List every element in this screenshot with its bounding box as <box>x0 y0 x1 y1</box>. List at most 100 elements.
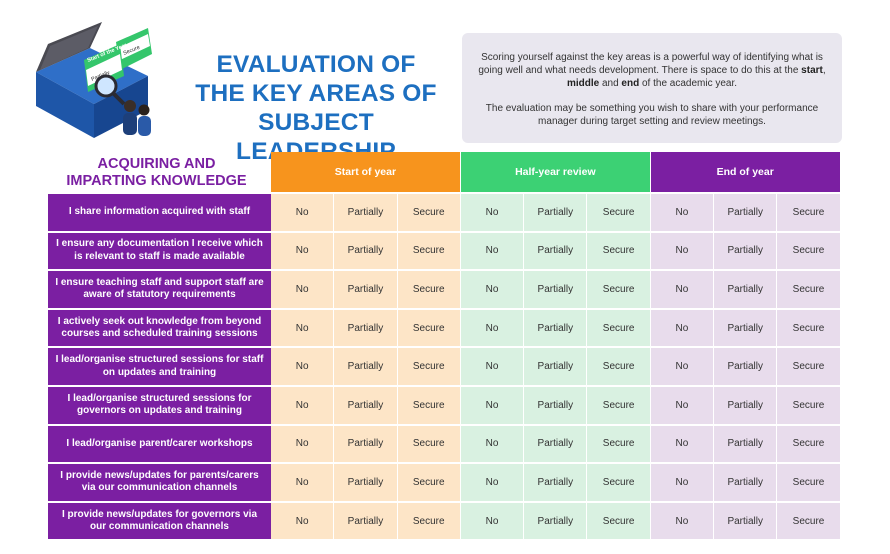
option-end-partially[interactable]: Partially <box>714 502 777 540</box>
option-end-partially[interactable]: Partially <box>714 271 777 308</box>
option-end-no[interactable]: No <box>650 348 714 385</box>
option-end-no[interactable]: No <box>650 386 714 424</box>
option-half-year-no[interactable]: No <box>460 309 524 347</box>
phase-header-start: Start of year <box>271 152 460 192</box>
option-start-secure[interactable]: Secure <box>397 271 460 308</box>
option-half-year-partially[interactable]: Partially <box>524 309 587 347</box>
option-half-year-secure[interactable]: Secure <box>587 232 650 270</box>
option-start-secure[interactable]: Secure <box>397 232 460 270</box>
option-start-partially[interactable]: Partially <box>334 425 397 463</box>
option-start-partially[interactable]: Partially <box>334 232 397 270</box>
option-end-no[interactable]: No <box>650 232 714 270</box>
option-half-year-secure[interactable]: Secure <box>587 271 650 308</box>
option-end-secure[interactable]: Secure <box>777 502 840 540</box>
option-start-no[interactable]: No <box>271 194 334 231</box>
intro-box: Scoring yourself against the key areas i… <box>462 33 842 143</box>
option-end-partially[interactable]: Partially <box>714 309 777 347</box>
header-illustration: End of the Year Secure Start of the Year… <box>28 14 168 142</box>
option-start-no[interactable]: No <box>271 502 334 540</box>
row-label: I lead/organise parent/carer workshops <box>48 425 271 463</box>
option-half-year-secure[interactable]: Secure <box>587 464 650 501</box>
option-start-no[interactable]: No <box>271 386 334 424</box>
option-end-no[interactable]: No <box>650 309 714 347</box>
option-end-no[interactable]: No <box>650 194 714 231</box>
option-start-secure[interactable]: Secure <box>397 386 460 424</box>
option-start-secure[interactable]: Secure <box>397 425 460 463</box>
option-end-secure[interactable]: Secure <box>777 232 840 270</box>
row-label: I provide news/updates for parents/carer… <box>48 464 271 501</box>
page-title: EVALUATION OF THE KEY AREAS OF SUBJECT L… <box>195 51 437 165</box>
option-start-partially[interactable]: Partially <box>334 194 397 231</box>
option-half-year-secure[interactable]: Secure <box>587 309 650 347</box>
option-end-secure[interactable]: Secure <box>777 309 840 347</box>
option-half-year-no[interactable]: No <box>460 386 524 424</box>
option-half-year-no[interactable]: No <box>460 232 524 270</box>
row-label: I provide news/updates for governors via… <box>48 502 271 540</box>
option-end-secure[interactable]: Secure <box>777 348 840 385</box>
option-start-partially[interactable]: Partially <box>334 464 397 501</box>
option-end-partially[interactable]: Partially <box>714 386 777 424</box>
option-half-year-secure[interactable]: Secure <box>587 386 650 424</box>
option-half-year-partially[interactable]: Partially <box>524 348 587 385</box>
option-half-year-partially[interactable]: Partially <box>524 194 587 231</box>
option-half-year-no[interactable]: No <box>460 348 524 385</box>
option-half-year-partially[interactable]: Partially <box>524 425 587 463</box>
option-end-secure[interactable]: Secure <box>777 425 840 463</box>
row-label: I lead/organise structured sessions for … <box>48 386 271 424</box>
option-start-secure[interactable]: Secure <box>397 309 460 347</box>
card-end-of-year: End of the Year Secure <box>116 19 159 70</box>
option-start-no[interactable]: No <box>271 271 334 308</box>
row-label: I lead/organise structured sessions for … <box>48 348 271 385</box>
option-end-no[interactable]: No <box>650 502 714 540</box>
option-half-year-partially[interactable]: Partially <box>524 502 587 540</box>
phase-header-half-year: Half-year review <box>460 152 650 192</box>
option-end-secure[interactable]: Secure <box>777 386 840 424</box>
option-start-secure[interactable]: Secure <box>397 348 460 385</box>
option-half-year-no[interactable]: No <box>460 271 524 308</box>
option-start-secure[interactable]: Secure <box>397 502 460 540</box>
phase-header-end: End of year <box>650 152 840 192</box>
option-start-partially[interactable]: Partially <box>334 271 397 308</box>
option-half-year-secure[interactable]: Secure <box>587 425 650 463</box>
option-half-year-partially[interactable]: Partially <box>524 386 587 424</box>
option-start-partially[interactable]: Partially <box>334 502 397 540</box>
option-half-year-no[interactable]: No <box>460 425 524 463</box>
option-half-year-no[interactable]: No <box>460 502 524 540</box>
option-start-partially[interactable]: Partially <box>334 348 397 385</box>
option-end-partially[interactable]: Partially <box>714 232 777 270</box>
option-start-no[interactable]: No <box>271 425 334 463</box>
option-end-no[interactable]: No <box>650 464 714 501</box>
option-half-year-secure[interactable]: Secure <box>587 348 650 385</box>
section-title: ACQUIRING AND IMPARTING KNOWLEDGE <box>66 156 247 189</box>
option-half-year-no[interactable]: No <box>460 464 524 501</box>
row-label: I actively seek out knowledge from beyon… <box>48 309 271 347</box>
option-half-year-partially[interactable]: Partially <box>524 232 587 270</box>
option-end-secure[interactable]: Secure <box>777 464 840 501</box>
option-end-no[interactable]: No <box>650 425 714 463</box>
people-icon <box>123 100 151 136</box>
option-half-year-secure[interactable]: Secure <box>587 194 650 231</box>
option-half-year-partially[interactable]: Partially <box>524 271 587 308</box>
option-half-year-partially[interactable]: Partially <box>524 464 587 501</box>
option-start-no[interactable]: No <box>271 464 334 501</box>
option-start-no[interactable]: No <box>271 232 334 270</box>
option-end-secure[interactable]: Secure <box>777 194 840 231</box>
option-end-partially[interactable]: Partially <box>714 194 777 231</box>
option-half-year-secure[interactable]: Secure <box>587 502 650 540</box>
option-end-partially[interactable]: Partially <box>714 348 777 385</box>
magnifier-icon <box>94 74 118 98</box>
option-start-no[interactable]: No <box>271 309 334 347</box>
option-end-no[interactable]: No <box>650 271 714 308</box>
option-start-no[interactable]: No <box>271 348 334 385</box>
option-half-year-no[interactable]: No <box>460 194 524 231</box>
option-end-secure[interactable]: Secure <box>777 271 840 308</box>
option-end-partially[interactable]: Partially <box>714 425 777 463</box>
option-start-secure[interactable]: Secure <box>397 464 460 501</box>
intro-paragraph-1: Scoring yourself against the key areas i… <box>478 52 826 90</box>
option-start-secure[interactable]: Secure <box>397 194 460 231</box>
option-start-partially[interactable]: Partially <box>334 386 397 424</box>
row-label: I ensure any documentation I receive whi… <box>48 232 271 270</box>
option-start-partially[interactable]: Partially <box>334 309 397 347</box>
intro-paragraph-2: The evaluation may be something you wish… <box>485 102 819 127</box>
option-end-partially[interactable]: Partially <box>714 464 777 501</box>
